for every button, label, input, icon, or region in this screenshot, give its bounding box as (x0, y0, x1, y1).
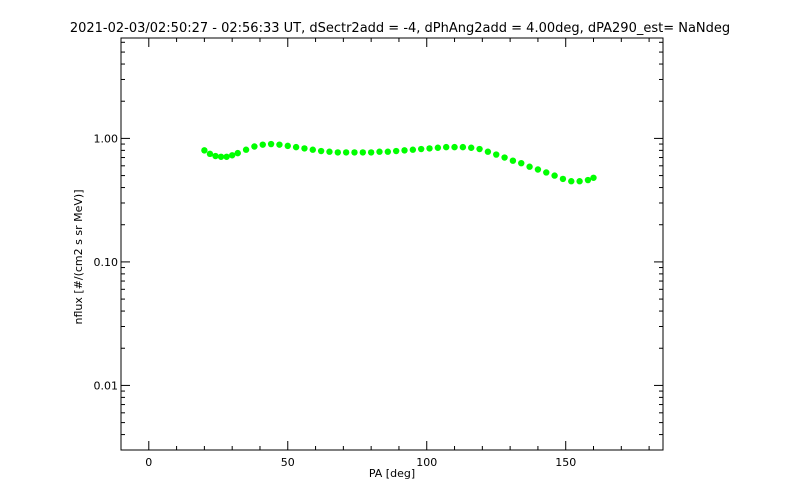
data-point (351, 149, 358, 156)
data-point (384, 148, 392, 155)
data-point (326, 148, 333, 155)
data-point (509, 157, 517, 164)
axis-tick-labels: 0 50 100 150 0.01 0.10 1.00 (94, 132, 577, 469)
data-point (228, 152, 236, 159)
data-point (526, 163, 533, 170)
data-point (359, 149, 367, 156)
x-tick-label: 0 (145, 456, 152, 469)
plot-frame (120, 37, 664, 451)
data-point (451, 143, 458, 151)
plot-axes (120, 37, 664, 451)
data-point (484, 148, 492, 155)
data-point (223, 153, 230, 160)
data-point (426, 145, 433, 152)
data-point (284, 142, 291, 150)
data-point (501, 154, 508, 161)
data-point (590, 174, 597, 181)
data-point (518, 159, 525, 167)
data-point (401, 147, 408, 154)
data-point (242, 146, 250, 153)
data-point (217, 153, 225, 160)
axis-ticks (121, 38, 663, 451)
data-point (584, 176, 592, 184)
data-point (434, 144, 442, 151)
data-point (392, 147, 400, 155)
data-point (476, 145, 483, 153)
data-point (367, 149, 375, 156)
y-axis-label: nflux [#/(cm2 s sr MeV)] (72, 190, 85, 325)
x-axis-label: PA [deg] (369, 467, 415, 480)
data-point (309, 146, 316, 153)
data-point (201, 147, 208, 154)
data-point (334, 149, 341, 156)
data-point (459, 143, 467, 151)
x-tick-label: 50 (281, 456, 295, 469)
data-point (301, 145, 308, 152)
data-point (259, 141, 266, 148)
data-point (576, 178, 583, 185)
y-tick-label: 0.10 (94, 256, 119, 269)
data-point (317, 147, 325, 155)
x-tick-label: 150 (555, 456, 576, 469)
y-tick-label: 0.01 (94, 379, 119, 392)
x-tick-label: 100 (416, 456, 437, 469)
data-point (559, 175, 567, 183)
data-point (292, 143, 300, 151)
data-point (417, 145, 425, 153)
data-point (276, 141, 283, 148)
chart-title: 2021-02-03/02:50:27 - 02:56:33 UT, dSect… (70, 21, 730, 36)
data-point (534, 166, 542, 173)
data-point (206, 150, 214, 158)
data-point (409, 146, 417, 153)
data-point (551, 172, 558, 179)
data-points (201, 140, 597, 185)
data-point (493, 151, 500, 158)
data-point (251, 143, 258, 150)
data-point (543, 169, 550, 176)
y-tick-label: 1.00 (94, 132, 119, 145)
data-point (234, 149, 241, 157)
data-point (267, 140, 275, 148)
data-point (568, 178, 575, 185)
data-point (212, 152, 219, 160)
data-point (376, 148, 383, 155)
data-point (468, 144, 475, 151)
data-point (342, 149, 350, 156)
data-point (443, 143, 450, 151)
